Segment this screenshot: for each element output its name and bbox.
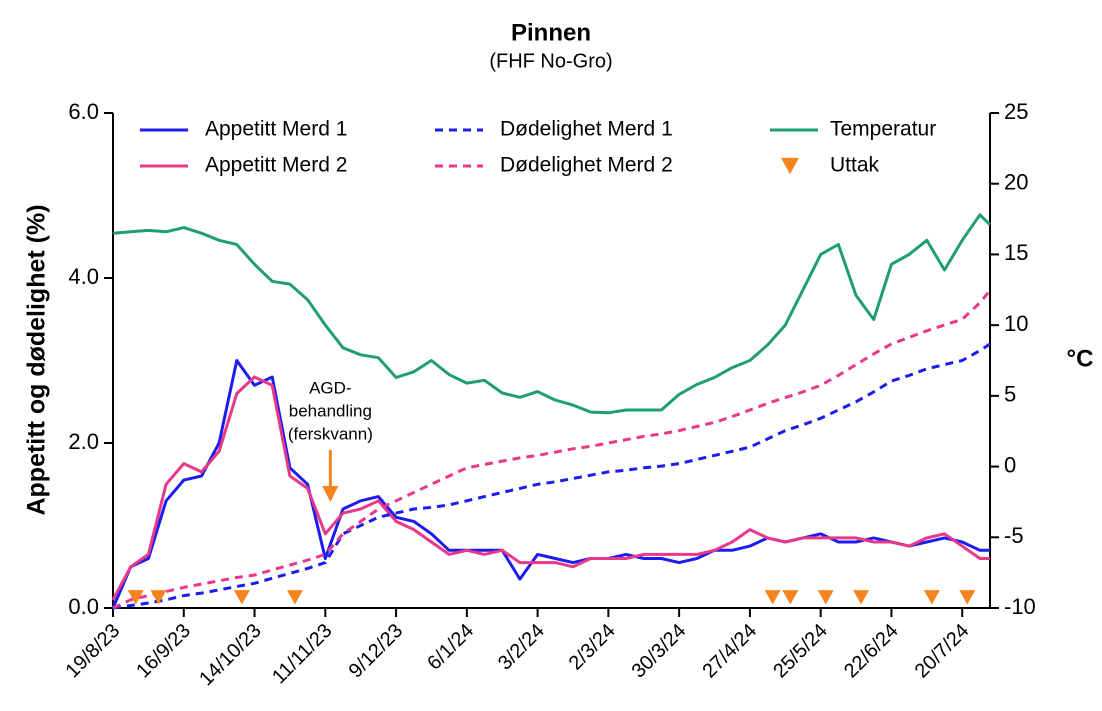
x-tick-label: 2/3/24 [565,620,620,675]
annotation-text: AGD- [309,378,352,397]
y2-tick-label: 5 [1004,382,1016,407]
line [112,342,991,610]
y-axis-label: Appetitt og dødelighet (%) [23,204,51,515]
marker [817,590,834,605]
line [112,213,992,415]
marker [286,590,303,605]
x-tick-label: 14/10/23 [195,620,266,691]
marker [923,590,940,605]
annotation-text: behandling [289,401,372,420]
chart-subtitle: (FHF No-Gro) [489,50,612,72]
y-tick-label: 0.0 [68,594,99,619]
y-tick-label: 2.0 [68,429,99,454]
x-tick-label: 27/4/24 [698,620,761,683]
legend-label: Uttak [830,154,880,177]
marker [233,590,250,605]
x-tick-label: 25/5/24 [769,620,832,683]
line [111,375,990,601]
marker [127,590,144,605]
x-tick-label: 16/9/23 [132,620,195,683]
x-tick-label: 6/1/24 [423,620,478,675]
y2-tick-label: -5 [1004,523,1024,548]
x-tick-label: 3/2/24 [494,620,549,675]
marker [853,590,870,605]
x-tick-label: 30/3/24 [628,620,691,683]
legend-label: Dødelighet Merd 1 [500,118,673,141]
x-tick-label: 19/8/23 [62,620,125,683]
line [111,359,990,609]
marker [150,590,167,605]
y-tick-label: 6.0 [68,99,99,124]
line [112,289,992,610]
x-tick-label: 11/11/23 [268,620,337,689]
y2-tick-label: 10 [1004,311,1028,336]
y2-axis-label: °C [1067,345,1094,372]
legend-marker [781,157,799,175]
x-tick-label: 20/7/24 [911,620,974,683]
y-tick-label: 4.0 [68,264,99,289]
y2-tick-label: 20 [1004,170,1028,195]
legend-label: Appetitt Merd 2 [205,154,347,177]
y2-tick-label: 0 [1004,452,1016,477]
marker [959,590,976,605]
annotation-text: (ferskvann) [288,424,373,443]
x-tick-label: 22/6/24 [840,620,903,683]
y2-tick-label: 25 [1004,99,1028,124]
legend-label: Temperatur [830,118,936,141]
y2-tick-label: -10 [1004,594,1036,619]
legend-label: Appetitt Merd 1 [205,118,347,141]
marker [782,590,799,605]
chart-title: Pinnen [511,19,591,46]
x-tick-label: 9/12/23 [345,620,408,683]
y2-tick-label: 15 [1004,240,1028,265]
marker [764,590,781,605]
legend-label: Dødelighet Merd 2 [500,154,673,177]
annotation-arrowhead [322,486,339,502]
